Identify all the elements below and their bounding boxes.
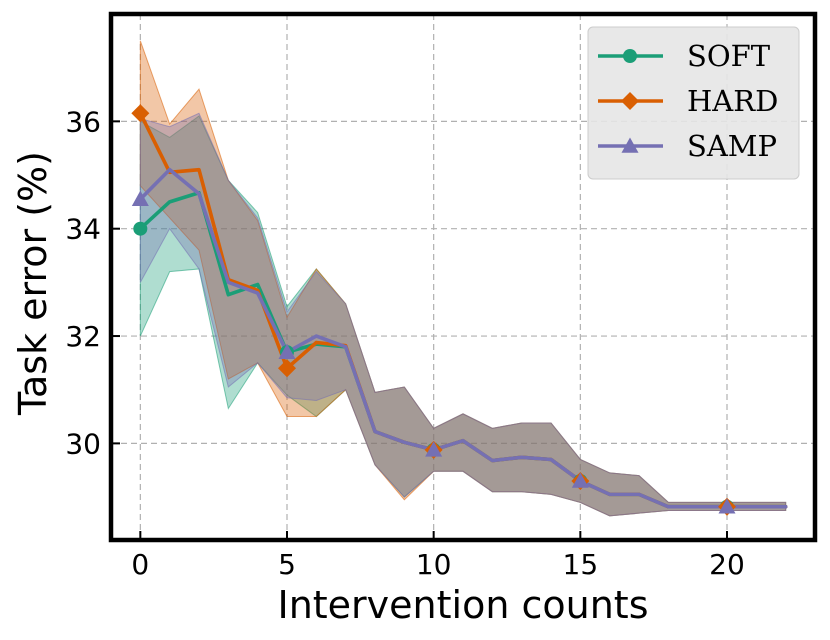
y-tick-label: 36 [65, 105, 101, 138]
soft-data-point [133, 221, 148, 236]
samp-data-point [131, 190, 149, 206]
samp-data-point [718, 498, 736, 514]
soft-legend-label: SOFT [687, 39, 771, 73]
legend-box [587, 26, 800, 180]
x-tick-label: 15 [563, 548, 599, 581]
x-tick-label: 5 [278, 548, 296, 581]
hard-legend-marker [621, 92, 639, 110]
series-lines [138, 111, 788, 509]
x-tick-label: 20 [709, 548, 745, 581]
samp-legend-marker [621, 137, 639, 153]
axis-ticks: 0 5 10 15 20 30 32 34 36 [65, 105, 744, 581]
hard-legend-label: HARD [687, 84, 778, 118]
soft-legend-marker [623, 49, 637, 63]
y-tick-label: 34 [65, 213, 101, 246]
samp-legend-label: SAMP [687, 129, 777, 163]
y-tick-label: 30 [65, 427, 101, 460]
y-tick-label: 32 [65, 320, 101, 353]
samp-series-line [138, 167, 788, 509]
samp-data-point [425, 441, 443, 457]
hard-data-point [131, 104, 150, 123]
samp-data-point [278, 343, 296, 359]
y-axis-title: Task error (%) [11, 151, 55, 416]
x-axis-title: Intervention counts [277, 583, 648, 627]
series-markers [131, 104, 736, 516]
x-tick-label: 10 [416, 548, 452, 581]
plot-frame [108, 11, 818, 543]
legend[interactable]: SOFT HARD SAMP [587, 26, 800, 180]
x-tick-label: 0 [131, 548, 149, 581]
hard-data-point [278, 359, 296, 378]
samp-data-point [571, 472, 589, 488]
